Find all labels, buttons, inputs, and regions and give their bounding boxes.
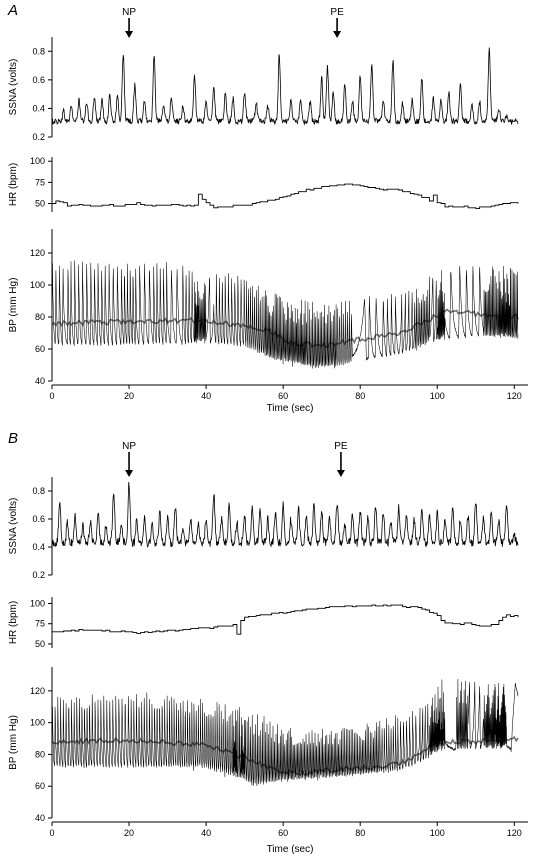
panel-b-bp-y-tick-label: 120 <box>30 686 45 696</box>
panel-a-bp-y-tick-label: 80 <box>35 312 45 322</box>
panel-b-ssna-y-tick-label: 0.6 <box>32 514 45 524</box>
panel-a-x-tick-label: 60 <box>278 391 288 401</box>
panel-a-x-axis: 0 20 40 60 80 100 120 <box>49 384 528 401</box>
panel-a-bp-mean-trace <box>51 308 519 349</box>
panel-b-x-axis: 0 20 40 60 80 100 120 <box>49 821 528 838</box>
panel-a-x-tick-label: 80 <box>355 391 365 401</box>
panel-b-ssna-y-tick-label: 0.4 <box>32 542 45 552</box>
panel-a-hr-y-tick-label: 100 <box>30 156 45 166</box>
panel-a-ssna-y-tick-label: 0.2 <box>32 132 45 142</box>
panel-b-x-tick-label: 120 <box>507 828 522 838</box>
panel-b-x-tick-label: 80 <box>355 828 365 838</box>
panel-b-x-tick-label: 0 <box>49 828 54 838</box>
panel-a-x-tick-label: 120 <box>507 391 522 401</box>
panel-b-hr-y-tick-label: 75 <box>35 619 45 629</box>
panel-b-hr-y-axis-label: HR (bpm) <box>8 601 19 644</box>
panel-b-event-label-pe: PE <box>334 441 348 452</box>
panel-b-hr-y-tick-label: 50 <box>35 639 45 649</box>
panel-a-x-tick-label: 0 <box>49 391 54 401</box>
panel-b-x-axis-label: Time (sec) <box>267 844 314 855</box>
panel-b-events: NP PE <box>122 441 348 477</box>
panel-b-bp-trace <box>51 679 519 787</box>
panel-a-hr-y-tick-label: 50 <box>35 199 45 209</box>
panel-a-events: NP PE <box>122 7 344 38</box>
panel-a-bp-y-axis-label: BP (mm Hg) <box>8 278 19 333</box>
panel-a-ssna-y-axis-label: SSNA (volts) <box>8 59 19 116</box>
panel-b-bp-mean-trace <box>51 735 519 777</box>
panel-b-ssna-trace <box>51 482 519 549</box>
panel-b-x-tick-label: 60 <box>278 828 288 838</box>
panel-a-event-arrowhead-np <box>125 31 134 38</box>
panel-b-hr-y-tick-label: 100 <box>30 598 45 608</box>
panel-a-event-label-pe: PE <box>330 7 344 18</box>
panel-letter-a: A <box>7 2 18 19</box>
panel-b-x-tick-label: 40 <box>201 828 211 838</box>
panel-a-bp-y-tick-label: 120 <box>30 248 45 258</box>
panel-a-ssna-trace <box>51 47 519 126</box>
panel-b-hr-plot: 50 75 100 HR (bpm) <box>8 597 519 649</box>
panel-a-x-tick-label: 100 <box>430 391 445 401</box>
panel-a-ssna-y-tick-label: 0.8 <box>32 46 45 56</box>
panel-b-bp-y-tick-label: 60 <box>35 781 45 791</box>
panel-b-x-tick-label: 100 <box>430 828 445 838</box>
panel-a-bp-y-tick-label: 40 <box>35 376 45 386</box>
panel-b-bp-y-axis-label: BP (mm Hg) <box>8 715 19 770</box>
panel-a-hr-plot: 50 75 100 HR (bpm) <box>8 156 519 212</box>
panel-a-bp-plot: 40 60 80 100 120 BP (mm Hg) <box>8 229 519 386</box>
panel-b-bp-y-tick-label: 80 <box>35 749 45 759</box>
panel-a-ssna-y-tick-label: 0.4 <box>32 103 45 113</box>
panel-b-x-tick-label: 20 <box>124 828 134 838</box>
panel-a-bp-y-tick-label: 100 <box>30 280 45 290</box>
panel-a-hr-trace <box>52 183 519 210</box>
panel-a-ssna-plot: 0.2 0.4 0.6 0.8 SSNA (volts) <box>8 37 519 142</box>
panel-b: B 0.2 0.4 0.6 0.8 SSNA (volts) 50 75 100 HR (bp… <box>8 430 528 855</box>
panel-b-event-arrowhead-pe <box>336 470 345 477</box>
panel-b-ssna-y-tick-label: 0.2 <box>32 570 45 580</box>
panel-a-x-tick-label: 20 <box>124 391 134 401</box>
panel-b-bp-y-tick-label: 40 <box>35 813 45 823</box>
panel-b-ssna-y-axis-label: SSNA (volts) <box>8 498 19 555</box>
panel-a-x-tick-label: 40 <box>201 391 211 401</box>
panel-a: A 0.2 0.4 0.6 0.8 SSNA (volts) 50 75 100 HR (bp… <box>7 2 528 414</box>
panel-a-event-label-np: NP <box>122 7 136 18</box>
panel-b-ssna-plot: 0.2 0.4 0.6 0.8 SSNA (volts) <box>8 477 519 580</box>
panel-b-hr-trace <box>52 604 519 635</box>
panel-a-bp-y-tick-label: 60 <box>35 344 45 354</box>
panel-b-bp-plot: 40 60 80 100 120 BP (mm Hg) <box>8 667 519 823</box>
panel-a-event-arrowhead-pe <box>333 31 342 38</box>
panel-a-hr-y-axis-label: HR (bpm) <box>8 163 19 206</box>
panel-a-hr-y-tick-label: 75 <box>35 177 45 187</box>
panel-letter-b: B <box>8 430 18 447</box>
panel-b-bp-y-tick-label: 100 <box>30 718 45 728</box>
panel-b-ssna-y-tick-label: 0.8 <box>32 486 45 496</box>
panel-a-ssna-y-tick-label: 0.6 <box>32 75 45 85</box>
panel-b-event-label-np: NP <box>122 441 136 452</box>
panel-a-x-axis-label: Time (sec) <box>267 403 314 414</box>
panel-a-bp-trace <box>51 260 519 369</box>
panel-b-event-arrowhead-np <box>125 470 134 477</box>
